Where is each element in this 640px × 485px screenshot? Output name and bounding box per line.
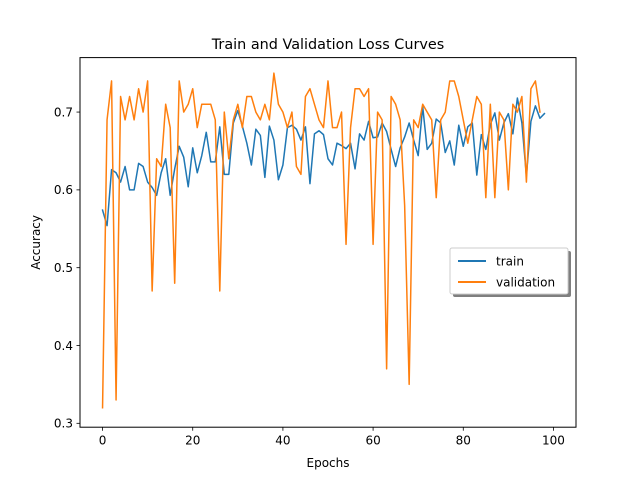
legend: train validation — [449, 247, 571, 297]
x-axis-label: Epochs — [307, 456, 350, 470]
legend-label-train: train — [496, 254, 524, 268]
x-tick-label: 40 — [275, 434, 290, 448]
axis-ticks: 0 20 40 60 80 100 0.3 0.4 0.5 0.6 0.7 — [54, 105, 565, 447]
plot-frame — [79, 57, 577, 428]
y-tick-label: 0.7 — [54, 105, 73, 119]
y-tick-label: 0.5 — [54, 261, 73, 275]
x-tick-label: 80 — [456, 434, 471, 448]
chart-title: Train and Validation Loss Curves — [211, 37, 444, 53]
y-tick-label: 0.4 — [54, 339, 73, 353]
y-axis-label: Accuracy — [29, 215, 43, 270]
series-line-validation — [101, 72, 541, 409]
x-tick-label: 20 — [185, 434, 200, 448]
x-tick-label: 60 — [365, 434, 380, 448]
x-tick-label: 100 — [542, 434, 565, 448]
x-tick-label: 0 — [99, 434, 107, 448]
legend-label-validation: validation — [496, 275, 555, 289]
y-tick-label: 0.3 — [54, 417, 73, 431]
series-lines — [101, 72, 546, 409]
y-tick-label: 0.6 — [54, 183, 73, 197]
